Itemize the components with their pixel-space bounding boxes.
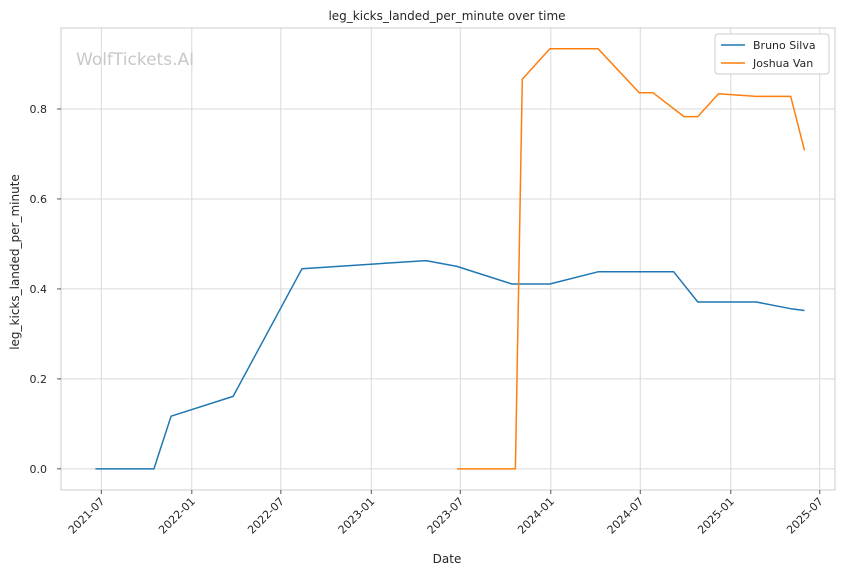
legend: Bruno Silva Joshua Van	[714, 33, 830, 75]
chart-title: leg_kicks_landed_per_minute over time	[328, 9, 565, 23]
series-line-joshua-van	[456, 47, 806, 470]
y-tick-label: 0.6	[30, 193, 48, 206]
plot-frame	[60, 27, 836, 491]
legend-box	[714, 33, 830, 75]
legend-label-joshua-van: Joshua Van	[752, 57, 813, 70]
series-line-bruno-silva	[95, 259, 805, 470]
legend-label-bruno-silva: Bruno Silva	[753, 39, 816, 52]
x-axis-title: Date	[433, 552, 462, 566]
gridlines	[61, 28, 835, 490]
y-tick-label: 0.0	[30, 463, 48, 476]
y-axis-title: leg_kicks_landed_per_minute	[8, 174, 22, 350]
y-axis-ticks: 0.0 0.2 0.4 0.6 0.8	[30, 103, 61, 476]
y-tick-label: 0.8	[30, 103, 48, 116]
watermark: WolfTickets.AI	[76, 50, 194, 70]
y-tick-label: 0.4	[30, 283, 48, 296]
y-tick-label: 0.2	[30, 373, 48, 386]
series-layer	[95, 47, 806, 470]
